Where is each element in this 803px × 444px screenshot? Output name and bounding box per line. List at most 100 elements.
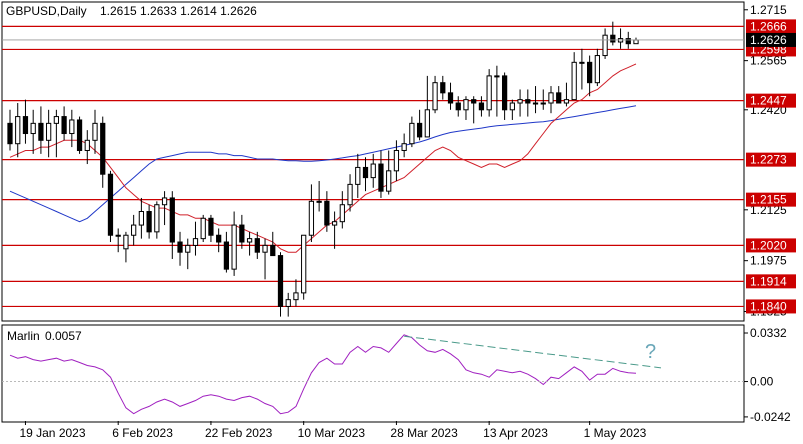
- candle[interactable]: [246, 238, 253, 243]
- candle[interactable]: [447, 92, 454, 104]
- candle[interactable]: [30, 122, 36, 135]
- candle[interactable]: [169, 197, 175, 243]
- candle[interactable]: [455, 102, 461, 111]
- candle[interactable]: [239, 224, 245, 243]
- candle[interactable]: [15, 116, 21, 145]
- candle[interactable]: [378, 163, 384, 192]
- candle[interactable]: [386, 170, 392, 192]
- candle[interactable]: [424, 109, 430, 138]
- candle[interactable]: [471, 99, 477, 104]
- candle[interactable]: [416, 122, 423, 138]
- candle[interactable]: [548, 92, 554, 104]
- candle[interactable]: [633, 39, 639, 45]
- candle[interactable]: [200, 217, 206, 240]
- level-label-box: [746, 192, 796, 207]
- level-label: 1.2447: [750, 94, 787, 108]
- candle[interactable]: [525, 99, 531, 104]
- candle[interactable]: [146, 211, 152, 233]
- candle[interactable]: [285, 299, 291, 307]
- candle[interactable]: [409, 122, 415, 145]
- slow-ma-line: [9, 105, 637, 223]
- current-price-box: [746, 32, 796, 47]
- candle[interactable]: [501, 75, 508, 111]
- date-label: 28 Mar 2023: [390, 426, 458, 440]
- candle[interactable]: [602, 34, 608, 57]
- price-panel[interactable]: [2, 21, 744, 317]
- candle[interactable]: [138, 211, 145, 226]
- candle[interactable]: [107, 173, 114, 236]
- candle[interactable]: [540, 102, 546, 105]
- candle[interactable]: [262, 244, 268, 253]
- candle[interactable]: [69, 119, 75, 135]
- candle[interactable]: [92, 122, 98, 141]
- date-label: 10 Mar 2023: [298, 426, 366, 440]
- candle[interactable]: [509, 102, 515, 111]
- candle[interactable]: [571, 61, 577, 101]
- candle[interactable]: [556, 92, 562, 104]
- candle[interactable]: [331, 221, 338, 226]
- candle[interactable]: [610, 34, 616, 43]
- candle[interactable]: [324, 200, 330, 226]
- candle[interactable]: [61, 116, 67, 135]
- candle[interactable]: [22, 116, 29, 135]
- candle[interactable]: [46, 122, 52, 141]
- candle[interactable]: [625, 38, 631, 45]
- axes: 1.27151.25651.24201.21251.19751.18251.26…: [19, 3, 796, 440]
- candle[interactable]: [393, 149, 400, 172]
- candle[interactable]: [478, 102, 485, 111]
- level-label-box: [746, 299, 796, 314]
- candle[interactable]: [563, 99, 570, 104]
- candle[interactable]: [185, 244, 191, 253]
- candle[interactable]: [370, 163, 376, 179]
- candle[interactable]: [177, 241, 183, 253]
- candle[interactable]: [486, 75, 492, 111]
- candle[interactable]: [579, 61, 585, 64]
- candle[interactable]: [517, 99, 523, 104]
- candle[interactable]: [432, 82, 438, 111]
- candle[interactable]: [277, 255, 284, 307]
- candle[interactable]: [316, 200, 322, 203]
- candle[interactable]: [347, 183, 353, 206]
- indicator-panel[interactable]: [2, 334, 744, 415]
- candle[interactable]: [53, 116, 59, 124]
- level-label-box: [746, 238, 796, 253]
- candle[interactable]: [401, 143, 407, 151]
- candle[interactable]: [161, 197, 168, 206]
- candle[interactable]: [154, 204, 160, 233]
- candle[interactable]: [7, 122, 13, 145]
- candle[interactable]: [231, 224, 237, 270]
- candle[interactable]: [208, 217, 214, 236]
- candle[interactable]: [76, 119, 83, 151]
- indicator-name: Marlin: [7, 329, 40, 343]
- candle[interactable]: [100, 122, 106, 175]
- date-label: 13 Apr 2023: [483, 426, 548, 440]
- candle[interactable]: [532, 102, 539, 105]
- level-label-box: [746, 19, 796, 34]
- candle[interactable]: [115, 234, 121, 237]
- marlin-line: [9, 334, 637, 415]
- candle[interactable]: [223, 241, 230, 270]
- candle[interactable]: [84, 139, 90, 151]
- fast-ma-line: [9, 63, 637, 253]
- candle[interactable]: [192, 238, 199, 246]
- candle[interactable]: [216, 234, 222, 243]
- candle[interactable]: [270, 244, 276, 257]
- indicator-tick-label: 0.00: [750, 375, 774, 389]
- candle[interactable]: [440, 82, 446, 94]
- candle[interactable]: [254, 238, 260, 253]
- candle[interactable]: [362, 166, 369, 179]
- candle[interactable]: [355, 166, 361, 185]
- candle[interactable]: [123, 234, 129, 250]
- candle[interactable]: [308, 200, 315, 236]
- candle[interactable]: [594, 55, 600, 84]
- candle[interactable]: [293, 292, 299, 301]
- candle[interactable]: [38, 122, 44, 141]
- candle[interactable]: [131, 224, 137, 236]
- candle[interactable]: [463, 99, 469, 111]
- candle[interactable]: [301, 234, 307, 294]
- candle[interactable]: [494, 75, 500, 78]
- date-label: 22 Feb 2023: [205, 426, 273, 440]
- candle[interactable]: [587, 61, 593, 84]
- candle[interactable]: [339, 204, 345, 223]
